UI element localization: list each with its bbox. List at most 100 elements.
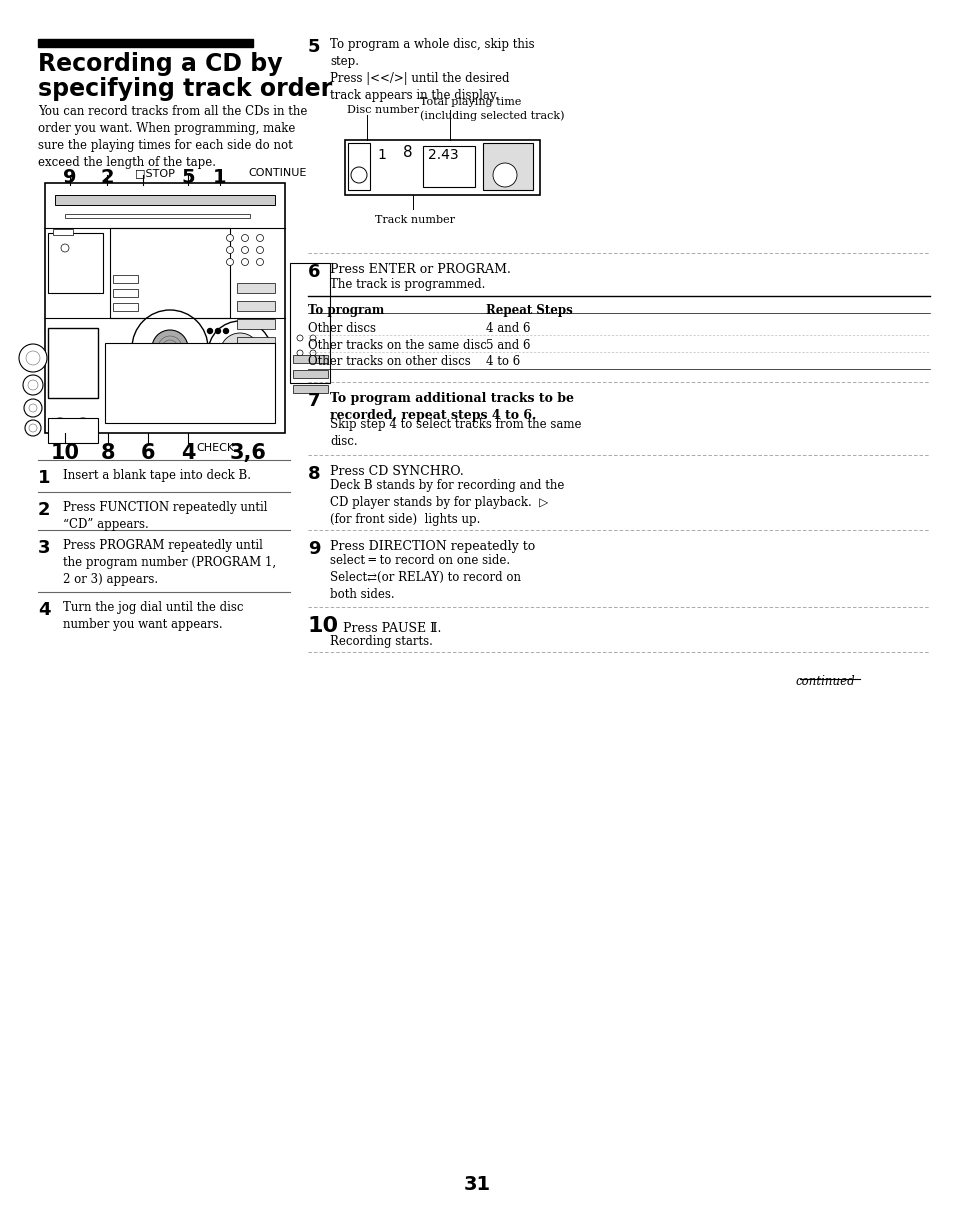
Bar	[348, 143, 370, 190]
Circle shape	[223, 329, 229, 334]
Bar	[345, 139, 539, 194]
Text: □STOP: □STOP	[135, 168, 174, 179]
Bar	[38, 39, 253, 46]
Text: 3: 3	[38, 539, 51, 556]
Text: 8: 8	[101, 443, 115, 464]
Text: 8: 8	[402, 146, 413, 160]
Bar	[293, 371, 328, 378]
Circle shape	[208, 329, 213, 334]
Bar	[48, 418, 98, 443]
Text: Repeat Steps: Repeat Steps	[485, 305, 572, 317]
Text: CHECK: CHECK	[195, 443, 233, 453]
Bar	[422, 146, 475, 187]
Circle shape	[132, 309, 208, 386]
Text: Insert a blank tape into deck B.: Insert a blank tape into deck B.	[63, 468, 251, 482]
Text: 1: 1	[38, 468, 51, 487]
Text: 31: 31	[463, 1175, 490, 1194]
Text: 2: 2	[100, 168, 113, 187]
Text: 4: 4	[38, 600, 51, 619]
Text: 6: 6	[308, 263, 320, 281]
Text: 4: 4	[180, 443, 195, 464]
Text: 10: 10	[51, 443, 79, 464]
Circle shape	[296, 350, 303, 356]
Text: 5 and 6: 5 and 6	[485, 339, 530, 352]
Text: Recording starts.: Recording starts.	[330, 635, 433, 648]
Bar	[112, 289, 138, 297]
Text: Press PROGRAM repeatedly until
the program number (PROGRAM 1,
2 or 3) appears.: Press PROGRAM repeatedly until the progr…	[63, 539, 275, 586]
Circle shape	[241, 258, 248, 265]
Text: 5: 5	[181, 168, 194, 187]
Bar	[290, 263, 330, 383]
Text: 2.43: 2.43	[428, 148, 458, 161]
Text: Total playing time
(including selected track): Total playing time (including selected t…	[419, 97, 564, 121]
Circle shape	[152, 330, 188, 366]
Circle shape	[24, 399, 42, 417]
Bar	[110, 227, 230, 318]
Circle shape	[73, 418, 92, 438]
Text: Track number: Track number	[375, 215, 455, 225]
Text: Recording a CD by: Recording a CD by	[38, 53, 282, 76]
Bar	[482, 143, 533, 190]
Text: 8: 8	[308, 465, 320, 483]
Text: Press CD SYNCHRO.: Press CD SYNCHRO.	[330, 465, 463, 478]
Bar	[48, 328, 98, 397]
Circle shape	[226, 247, 233, 253]
Text: 1: 1	[213, 168, 227, 187]
Circle shape	[241, 247, 248, 253]
Circle shape	[79, 424, 87, 432]
Circle shape	[226, 235, 233, 241]
Text: The track is programmed.: The track is programmed.	[330, 278, 485, 291]
Text: To program a whole disc, skip this
step.
Press |<</>| until the desired
track ap: To program a whole disc, skip this step.…	[330, 38, 534, 102]
Bar	[112, 275, 138, 283]
Bar	[236, 283, 274, 294]
Circle shape	[226, 258, 233, 265]
Circle shape	[56, 424, 64, 432]
Circle shape	[310, 350, 315, 356]
Circle shape	[493, 163, 517, 187]
Text: You can record tracks from all the CDs in the
order you want. When programming, : You can record tracks from all the CDs i…	[38, 105, 307, 169]
Circle shape	[61, 245, 69, 252]
Text: Press ENTER or PROGRAM.: Press ENTER or PROGRAM.	[330, 263, 511, 276]
Bar	[53, 229, 73, 235]
Text: 9: 9	[308, 541, 320, 558]
Circle shape	[50, 418, 70, 438]
Bar	[48, 234, 103, 294]
Bar	[293, 355, 328, 363]
Circle shape	[256, 258, 263, 265]
Text: 5: 5	[308, 38, 320, 56]
Circle shape	[310, 335, 315, 341]
Circle shape	[208, 320, 272, 385]
Circle shape	[256, 235, 263, 241]
Circle shape	[220, 333, 260, 373]
Circle shape	[25, 419, 41, 437]
Text: 1: 1	[376, 148, 385, 161]
Text: Skip step 4 to select tracks from the same
disc.: Skip step 4 to select tracks from the sa…	[330, 418, 581, 448]
Text: Press FUNCTION repeatedly until
“CD” appears.: Press FUNCTION repeatedly until “CD” app…	[63, 501, 267, 531]
Text: 3,6: 3,6	[230, 443, 266, 464]
Text: 7: 7	[308, 393, 320, 410]
Text: Press DIRECTION repeatedly to: Press DIRECTION repeatedly to	[330, 541, 535, 553]
Text: Turn the jog dial until the disc
number you want appears.: Turn the jog dial until the disc number …	[63, 600, 243, 631]
Text: Other tracks on other discs: Other tracks on other discs	[308, 355, 470, 368]
Bar	[45, 183, 285, 433]
Bar	[236, 301, 274, 311]
Text: select ═ to record on one side.
Select⇄(or RELAY) to record on
both sides.: select ═ to record on one side. Select⇄(…	[330, 554, 520, 600]
Bar	[236, 319, 274, 329]
Text: 2: 2	[38, 501, 51, 519]
Bar	[112, 303, 138, 311]
Bar	[55, 194, 274, 205]
Text: 4 and 6: 4 and 6	[485, 322, 530, 335]
Circle shape	[23, 375, 43, 395]
Bar	[236, 338, 274, 347]
Text: 4 to 6: 4 to 6	[485, 355, 519, 368]
Circle shape	[241, 235, 248, 241]
Text: 10: 10	[308, 616, 338, 636]
Text: Other tracks on the same disc: Other tracks on the same disc	[308, 339, 486, 352]
Circle shape	[256, 247, 263, 253]
Bar	[65, 214, 250, 218]
Text: continued: continued	[795, 675, 854, 689]
Text: CONTINUE: CONTINUE	[248, 168, 306, 179]
Text: 9: 9	[63, 168, 76, 187]
Bar	[293, 385, 328, 393]
Circle shape	[19, 344, 47, 372]
